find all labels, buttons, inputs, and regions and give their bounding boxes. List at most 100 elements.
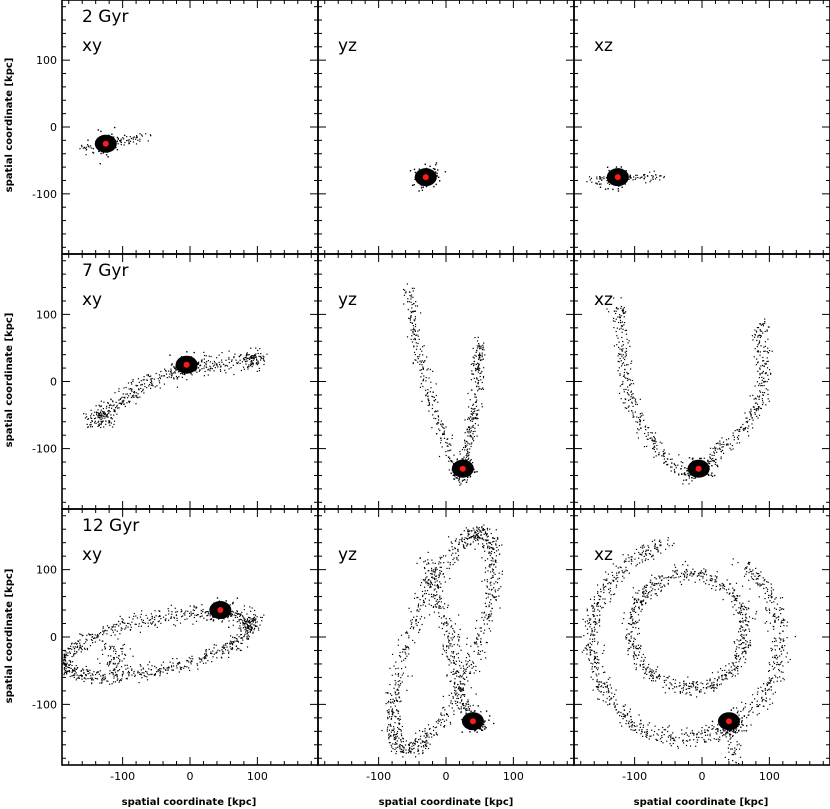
stream-particle <box>397 693 399 695</box>
stream-particle <box>98 413 100 415</box>
stream-particle <box>409 319 411 321</box>
stream-particle <box>489 564 491 566</box>
stream-particle <box>129 629 131 631</box>
stream-particle <box>664 452 666 454</box>
particles-2-2 <box>403 283 486 486</box>
stream-particle <box>395 743 397 745</box>
stream-particle <box>401 660 403 662</box>
stream-particle <box>112 625 114 627</box>
stream-particle <box>250 629 252 631</box>
stream-particle <box>653 456 655 458</box>
stream-particle <box>117 143 119 145</box>
stream-particle <box>461 540 463 542</box>
stream-particle <box>463 545 465 547</box>
stream-particle <box>394 734 396 736</box>
stream-particle <box>405 752 407 754</box>
stream-particle <box>149 375 151 378</box>
stream-particle <box>233 614 235 616</box>
stream-particle <box>70 667 72 669</box>
stream-particle <box>250 363 252 365</box>
stream-particle <box>146 387 148 389</box>
stream-particle <box>199 616 201 618</box>
stream-particle <box>480 627 482 629</box>
core-particle <box>700 457 702 460</box>
stream-particle <box>156 626 158 628</box>
stream-particle <box>109 670 111 672</box>
stream-particle <box>230 635 232 637</box>
stream-particle <box>239 362 241 364</box>
stream-particle <box>450 680 452 682</box>
stream-particle <box>131 668 133 670</box>
stream-particle <box>112 400 114 402</box>
stream-particle <box>248 366 250 368</box>
stream-particle <box>63 672 65 674</box>
stream-particle <box>257 627 260 629</box>
stream-particle <box>132 138 134 140</box>
stream-particle <box>442 573 444 575</box>
stream-particle <box>74 670 76 672</box>
stream-particle <box>121 621 123 623</box>
stream-particle <box>481 526 483 528</box>
stream-particle <box>443 576 445 578</box>
stream-particle <box>128 388 130 390</box>
stream-particle <box>475 627 477 629</box>
stream-particle <box>94 637 96 639</box>
stream-particle <box>422 750 424 752</box>
stream-particle <box>109 648 111 651</box>
stream-particle <box>110 422 112 424</box>
stream-particle <box>74 668 76 670</box>
stream-particle <box>498 588 500 590</box>
stream-particle <box>247 638 249 640</box>
stream-particle <box>216 357 218 359</box>
stream-particle <box>258 362 260 364</box>
stream-particle <box>471 442 473 444</box>
stream-particle <box>477 382 479 384</box>
stream-particle <box>757 336 759 338</box>
stream-particle <box>621 365 623 367</box>
stream-particle <box>402 751 404 753</box>
stream-particle <box>406 645 408 648</box>
stream-particle <box>170 617 172 619</box>
stream-particle <box>90 634 92 636</box>
stream-particle <box>435 570 437 572</box>
stream-particle <box>128 622 130 625</box>
epoch-label: 7 Gyr <box>82 261 128 281</box>
stream-particle <box>239 613 241 615</box>
stream-particle <box>630 362 632 364</box>
stream-particle <box>402 672 404 674</box>
stream-particle <box>245 631 247 633</box>
stream-particle <box>120 403 122 405</box>
stream-particle <box>99 639 101 641</box>
stream-particle <box>231 610 233 612</box>
stream-particle <box>472 363 474 365</box>
stream-particle <box>479 368 481 370</box>
stream-particle <box>69 663 71 665</box>
stream-particle <box>477 537 479 539</box>
stream-particle <box>243 617 245 619</box>
stream-particle <box>480 640 482 642</box>
stream-particle <box>159 671 161 674</box>
core-particle <box>435 183 437 186</box>
stream-particle <box>119 680 121 682</box>
stream-particle <box>670 470 672 472</box>
stream-particle <box>719 440 721 442</box>
stream-particle <box>470 536 472 538</box>
projection-label: yz <box>338 36 357 56</box>
stream-particle <box>761 382 763 384</box>
stream-particle <box>448 658 450 660</box>
stream-particle <box>88 633 90 635</box>
stream-particle <box>659 441 661 443</box>
stream-particle <box>58 656 59 657</box>
stream-particle <box>439 573 441 575</box>
particles-1-1 <box>79 126 152 165</box>
stream-particle <box>413 747 415 749</box>
stream-particle <box>396 709 398 712</box>
stream-particle <box>405 657 407 660</box>
stream-particle <box>210 652 212 654</box>
stream-particle <box>451 460 453 462</box>
stream-particle <box>160 618 162 620</box>
stream-particle <box>757 395 759 397</box>
stream-particle <box>417 741 419 743</box>
stream-particle <box>612 320 615 322</box>
stream-particle <box>246 352 248 354</box>
